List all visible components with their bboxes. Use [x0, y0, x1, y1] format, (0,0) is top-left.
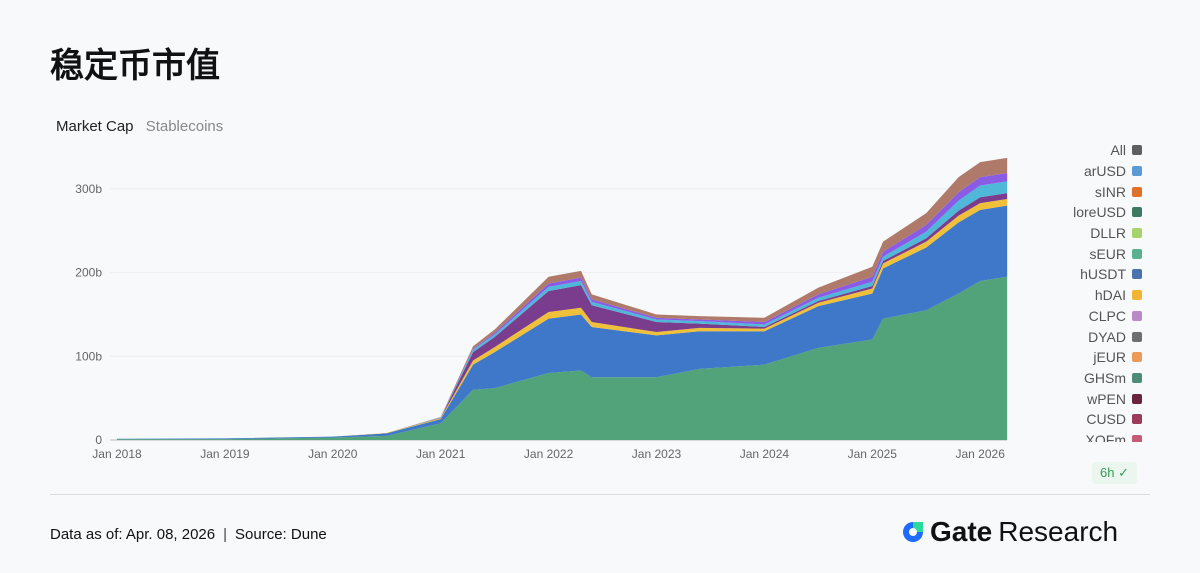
area-series-0 [117, 276, 1008, 440]
legend-item[interactable]: sINR [1073, 181, 1142, 202]
gate-logo-icon [903, 522, 923, 542]
tab-stablecoins[interactable]: Stablecoins [145, 118, 224, 135]
legend-item[interactable]: sEUR [1073, 243, 1142, 264]
gate-research-logo: Gate Research [900, 516, 1118, 548]
legend-label: jEUR [1093, 349, 1126, 366]
legend-swatch [1132, 166, 1142, 177]
legend-swatch [1132, 269, 1142, 280]
legend-label: arUSD [1083, 163, 1126, 180]
footer: Data as of: Apr. 08, 2026 | Source: Dune [50, 526, 327, 543]
legend-label: hDAI [1094, 287, 1126, 304]
brand-suffix: Research [998, 516, 1119, 547]
x-tick-label: Jan 2024 [740, 447, 790, 461]
refresh-badge: 6h ✓ [1092, 462, 1137, 484]
legend-item[interactable]: All [1073, 140, 1142, 161]
legend-item[interactable]: XOFm [1073, 430, 1142, 442]
x-tick-label: Jan 2025 [848, 447, 898, 461]
legend-item[interactable]: hUSDT [1073, 264, 1142, 285]
legend-swatch [1132, 393, 1142, 404]
legend-swatch [1132, 145, 1142, 156]
data-source: Source: Dune [235, 526, 327, 543]
y-tick-label: 0 [95, 433, 102, 447]
page-title: 稳定币市值 [50, 46, 220, 86]
legend-item[interactable]: CUSD [1073, 409, 1142, 430]
y-tick-label: 100b [75, 349, 102, 363]
legend-label: All [1110, 142, 1126, 159]
brand-name: Gate [930, 516, 993, 547]
legend-swatch [1132, 372, 1142, 383]
legend-swatch [1132, 228, 1142, 239]
legend-swatch [1132, 186, 1142, 197]
refresh-interval: 6h [1100, 465, 1115, 480]
x-tick-label: Jan 2023 [632, 447, 682, 461]
legend-item[interactable]: GHSm [1073, 368, 1142, 389]
legend-label: GHSm [1084, 369, 1126, 386]
legend-label: sINR [1094, 183, 1126, 200]
x-tick-label: Jan 2019 [200, 447, 250, 461]
tab-market-cap[interactable]: Market Cap [56, 118, 134, 135]
x-tick-label: Jan 2021 [416, 447, 466, 461]
legend-item[interactable]: DLLR [1073, 223, 1142, 244]
legend-label: CUSD [1086, 411, 1126, 428]
legend-label: hUSDT [1080, 266, 1126, 283]
legend-swatch [1132, 310, 1142, 321]
legend-item[interactable]: arUSD [1073, 161, 1142, 182]
data-date: Data as of: Apr. 08, 2026 [50, 526, 216, 543]
legend-swatch [1132, 352, 1142, 363]
legend-swatch [1132, 434, 1142, 442]
legend-swatch [1132, 290, 1142, 301]
legend-item[interactable]: jEUR [1073, 347, 1142, 368]
y-tick-label: 200b [75, 266, 102, 280]
legend-item[interactable]: loreUSD [1073, 202, 1142, 223]
legend-label: sEUR [1089, 245, 1126, 262]
legend-label: CLPC [1088, 307, 1126, 324]
legend-item[interactable]: CLPC [1073, 306, 1142, 327]
x-tick-label: Jan 2026 [956, 447, 1006, 461]
x-tick-label: Jan 2018 [92, 447, 142, 461]
legend-label: DLLR [1090, 225, 1126, 242]
legend-label: XOFm [1085, 431, 1126, 442]
divider [50, 494, 1150, 495]
x-tick-label: Jan 2020 [308, 447, 358, 461]
area-series-1 [117, 205, 1008, 440]
legend-item[interactable]: hDAI [1073, 285, 1142, 306]
legend-label: loreUSD [1073, 204, 1126, 221]
legend-item[interactable]: wPEN [1073, 388, 1142, 409]
x-tick-label: Jan 2022 [524, 447, 574, 461]
legend-swatch [1132, 207, 1142, 218]
check-circle-icon: ✓ [1118, 465, 1129, 480]
legend-swatch [1132, 414, 1142, 425]
legend-swatch [1132, 248, 1142, 259]
legend-label: wPEN [1087, 390, 1126, 407]
legend[interactable]: All arUSD sINR loreUSD DLLR sEUR hUSDT hDAI CLPC… [1073, 140, 1142, 442]
separator: | [223, 526, 228, 543]
legend-swatch [1132, 331, 1142, 342]
y-tick-label: 300b [75, 182, 102, 196]
chart-tabs: Market Cap Stablecoins [56, 118, 231, 135]
legend-label: DYAD [1088, 328, 1126, 345]
legend-item[interactable]: DYAD [1073, 326, 1142, 347]
